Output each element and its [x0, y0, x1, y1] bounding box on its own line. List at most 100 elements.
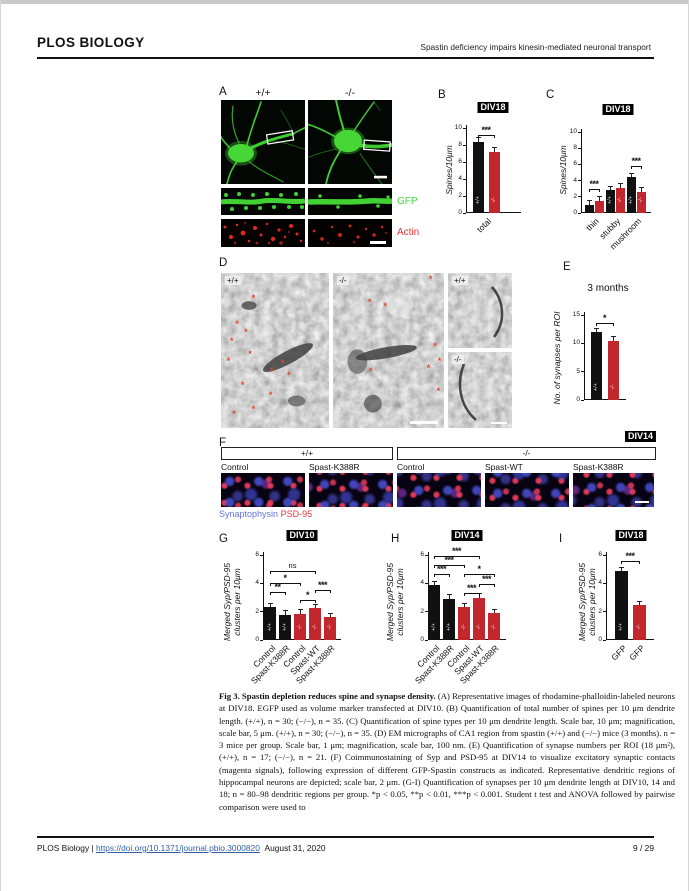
significance-bracket	[631, 166, 641, 168]
chart-bar	[632, 605, 646, 640]
significance-label: ***	[481, 124, 491, 135]
em-right-bottom-texture	[448, 352, 512, 428]
panel-c-badge: DIV18	[602, 104, 634, 115]
y-tick	[463, 212, 466, 214]
em-right-bottom: -/-	[448, 352, 512, 428]
bracket-end	[494, 584, 495, 588]
y-tick-label: 2	[255, 607, 259, 615]
error-whisker	[493, 147, 495, 152]
panel-h-label: H	[391, 533, 400, 545]
synapse-asterisk: *	[240, 379, 245, 390]
significance-bracket	[464, 574, 494, 576]
synapse-asterisk: *	[232, 409, 236, 420]
bar-genotype-label: -/-	[461, 624, 467, 630]
significance-label: ***	[317, 580, 328, 591]
error-whisker	[640, 187, 642, 192]
panel-f-group-wt: +/+	[221, 447, 393, 460]
bar-genotype-label: -/-	[312, 624, 318, 630]
y-tick	[463, 178, 466, 180]
chart-bar	[458, 607, 470, 640]
y-tick	[425, 639, 428, 641]
bracket-end	[479, 555, 480, 559]
y-tick	[260, 582, 263, 584]
gfp-dendrite-ko-drawing	[308, 188, 392, 215]
scale-bar	[374, 175, 387, 179]
panel-a-genotype-wt: +/+	[255, 87, 271, 99]
synapse-image-2	[309, 473, 393, 507]
actin-dendrite-wt-drawing	[221, 219, 305, 247]
error-cap	[610, 336, 616, 337]
error-cap	[628, 172, 634, 174]
significance-label: ***	[589, 178, 599, 189]
y-tick-label: 6	[420, 551, 424, 558]
synapse-image-1	[221, 473, 305, 507]
x-axis-label-text: GFP	[608, 643, 629, 663]
significance-bracket	[434, 564, 464, 566]
y-tick	[578, 147, 581, 149]
error-cap	[593, 327, 599, 329]
x-axis-label-text: thin	[584, 216, 602, 233]
scale-bar	[370, 241, 386, 244]
y-tick-label: 8	[573, 144, 577, 152]
bracket-end	[315, 570, 316, 574]
y-tick	[603, 582, 606, 584]
bracket-end	[639, 560, 640, 564]
synapse-asterisk: *	[368, 365, 373, 376]
error-whisker	[493, 609, 495, 614]
error-cap	[607, 185, 613, 187]
error-whisker	[619, 183, 621, 188]
y-tick-label: 4	[420, 579, 424, 587]
synapse-asterisk: *	[436, 385, 441, 396]
y-tick-label: 10	[454, 124, 462, 131]
significance-label: *	[283, 572, 287, 583]
panel-g-ylabel: Merged Syp/PSD-95 clusters per 10μm	[222, 552, 242, 652]
y-axis	[581, 129, 582, 213]
significance-bracket	[270, 591, 285, 593]
synapse-asterisk: *	[287, 370, 291, 381]
figure-caption: Fig 3. Spastin depletion reduces spine a…	[219, 690, 675, 813]
error-cap	[446, 594, 452, 596]
bracket-end	[434, 564, 435, 568]
em-mid-texture	[333, 273, 444, 428]
panel-c-ylabel-text: Spines/10μm	[558, 145, 568, 195]
panel-f-badge: DIV14	[625, 431, 657, 442]
error-whisker	[620, 567, 622, 572]
y-axis	[466, 125, 467, 213]
bracket-end	[641, 166, 642, 170]
y-tick-label: 6	[255, 551, 259, 558]
bar-genotype-label: -/-	[638, 197, 644, 203]
y-axis	[263, 552, 264, 640]
bar-genotype-label: -/-	[327, 624, 333, 630]
panel-f-legend: Synaptophysin PSD-95	[219, 509, 312, 519]
error-whisker	[638, 601, 640, 606]
bar-genotype-label: -/-	[297, 624, 303, 630]
significance-label: ns	[288, 561, 297, 571]
em-mid: -/- * * * * * * * *	[333, 273, 444, 428]
synapse-asterisk: *	[244, 326, 248, 337]
panel-e-label: E	[563, 261, 571, 273]
scale-bar	[635, 500, 649, 503]
synapse-asterisk: *	[428, 274, 433, 285]
bracket-end	[270, 591, 271, 595]
bar-genotype-label: +/+	[267, 623, 273, 631]
error-cap	[617, 183, 623, 185]
error-cap	[638, 187, 644, 189]
bracket-end	[315, 590, 316, 594]
bar-genotype-label: +/+	[607, 196, 613, 204]
significance-bracket	[479, 584, 494, 586]
bracket-end	[449, 574, 450, 578]
doi-link[interactable]: https://doi.org/10.1371/journal.pbio.300…	[95, 843, 260, 853]
panel-c-chart: 0 2 4 6 8 10 +/+ -/- +/+ -/- *** *** thin stubby mushr…	[570, 128, 651, 251]
synapse-asterisk: *	[230, 336, 234, 347]
bracket-end	[270, 582, 271, 586]
panel-b-ylabel-text: Spines/10μm	[444, 145, 454, 195]
synapse-asterisk: *	[251, 404, 256, 415]
bracket-end	[589, 188, 590, 192]
chart-bar	[428, 585, 440, 640]
significance-bracket	[434, 555, 479, 557]
significance-bracket	[315, 590, 330, 592]
bracket-end	[464, 574, 465, 578]
panel-f-col-2: Spast-K388R	[309, 462, 360, 472]
y-tick-label: 2	[420, 607, 424, 615]
error-whisker	[299, 609, 301, 614]
